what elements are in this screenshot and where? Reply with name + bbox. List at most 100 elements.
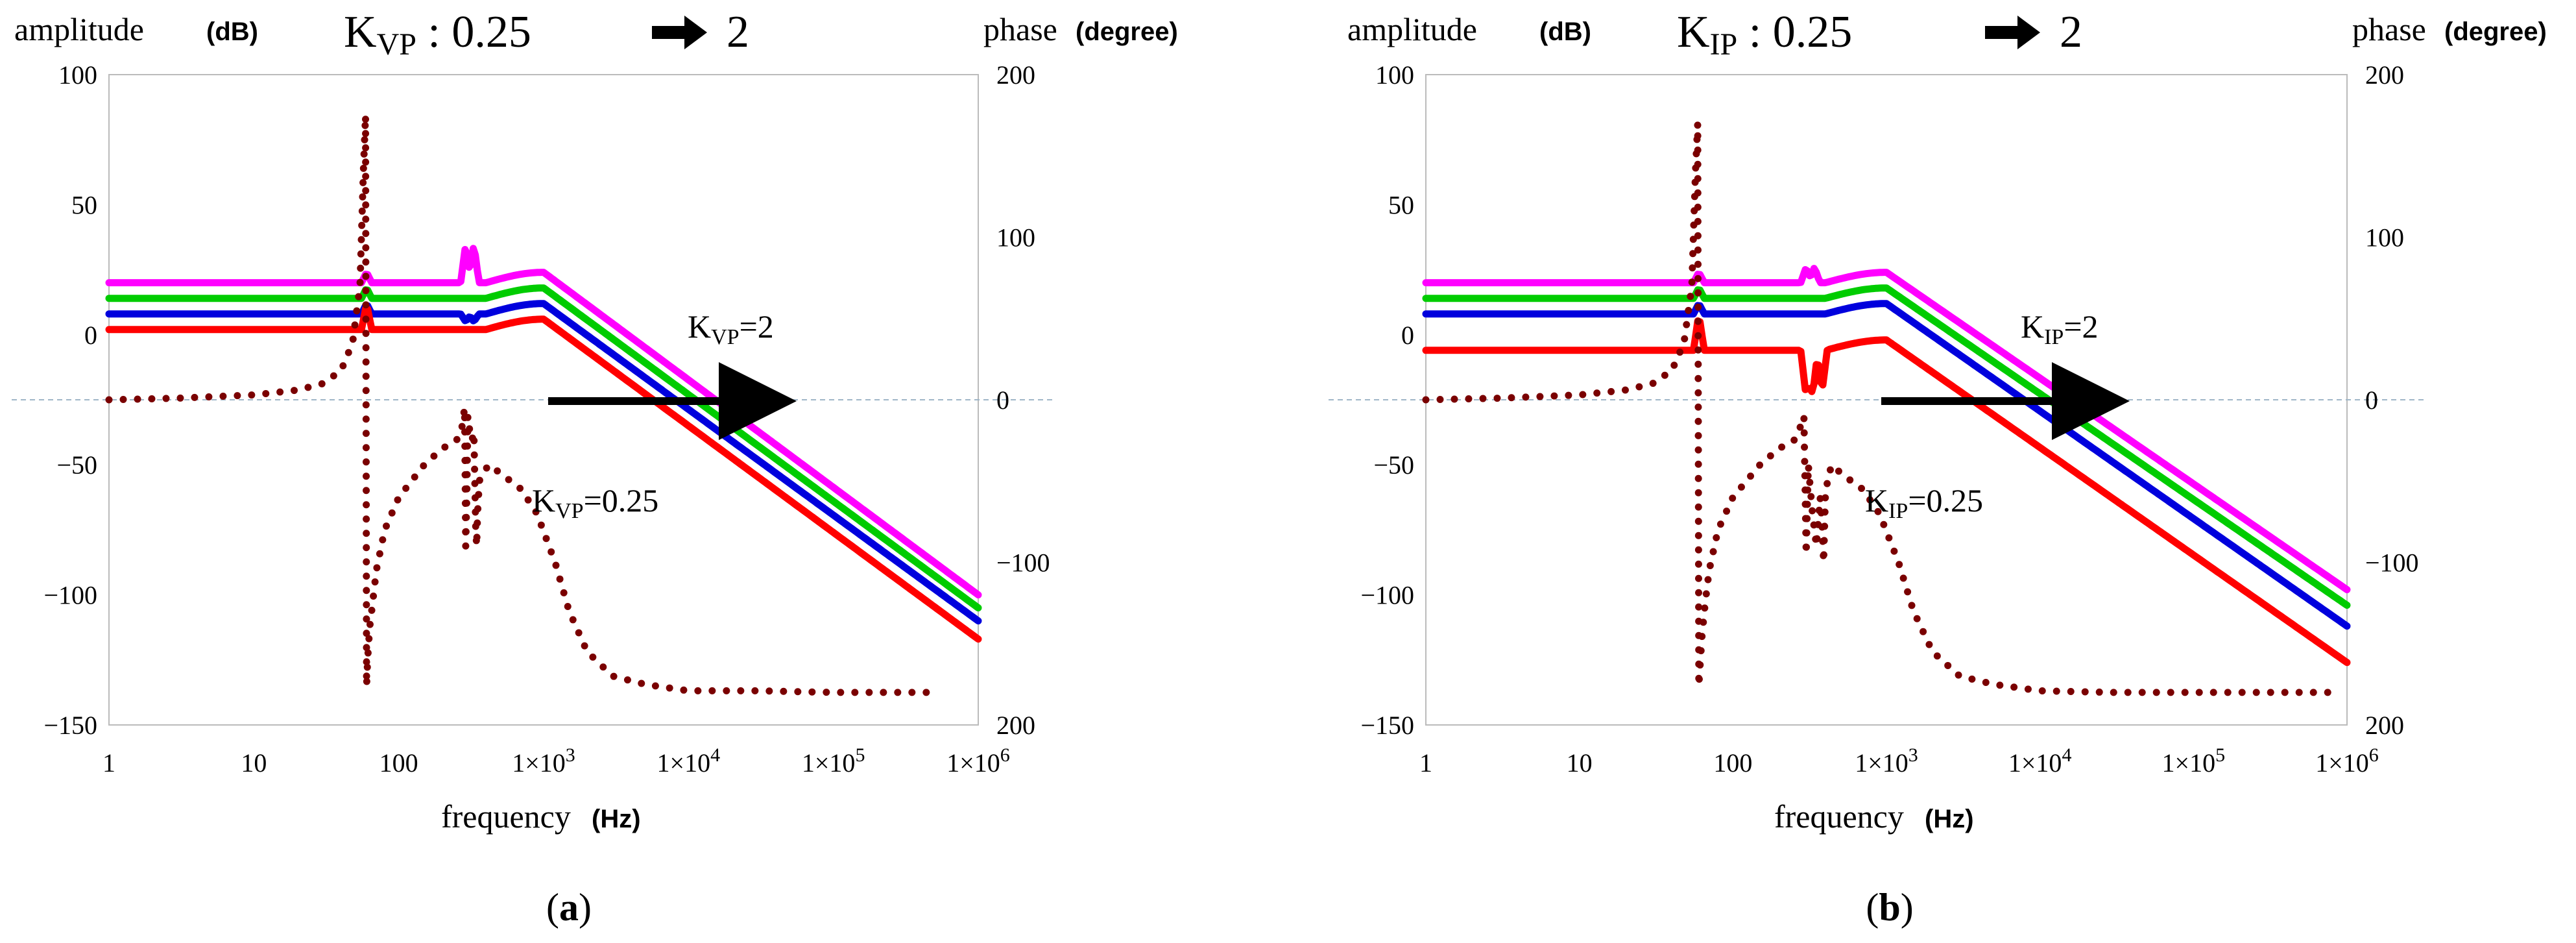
amplitude-unit-label: (dB) (206, 18, 258, 46)
title-subscript: VP (377, 27, 416, 62)
frequency-tick-label: 1×104 (657, 744, 721, 778)
frequency-tick-label: 1 (102, 748, 115, 778)
annotation-subscript: IP (1888, 499, 1908, 523)
amplitude-series-line (105, 245, 982, 599)
amplitude-tick-label: 50 (1388, 190, 1414, 219)
amplitude-tick-label: 100 (58, 60, 97, 90)
annotation-symbol: K (532, 482, 555, 519)
panel-caption: (a) (546, 886, 592, 929)
caption-paren: ( (546, 886, 559, 929)
amplitude-series-line (105, 304, 982, 643)
amplitude-tick-label: −150 (1360, 711, 1414, 740)
frequency-axis-label: frequency (1774, 798, 1904, 835)
chart-panel-a: 100 50 0 −50 −100 −150 200 100 0 −100 200 1 10 100 1×1… (12, 7, 1178, 929)
frequency-tick-label: 1×103 (512, 744, 575, 778)
amplitude-axis-label: amplitude (14, 11, 144, 47)
annotation-low-gain: KIP=0.25 (1865, 482, 1983, 523)
title-range-end: 2 (2060, 7, 2082, 57)
frequency-tick-exponent: 4 (710, 744, 720, 766)
annotation-value: =2 (740, 308, 774, 345)
annotation-value: =2 (2064, 308, 2098, 345)
title-arrow-icon (1985, 16, 2040, 49)
frequency-tick-label: 1×106 (2315, 744, 2379, 778)
frequency-tick-label: 1×105 (2162, 744, 2226, 778)
phase-series-line (105, 112, 939, 696)
phase-tick-label: 200 (2365, 60, 2404, 90)
frequency-tick-label: 1×105 (802, 744, 865, 778)
amplitude-series-line (1422, 265, 2351, 594)
annotation-low-gain: KVP=0.25 (532, 482, 658, 523)
chart-title: KVP : 0.25 (344, 7, 531, 62)
frequency-tick-exponent: 3 (1908, 744, 1918, 766)
annotation-symbol: K (688, 308, 711, 345)
caption-letter: a (559, 886, 579, 929)
caption-paren: ( (1866, 886, 1879, 929)
phase-tick-label: 200 (996, 711, 1035, 740)
title-range-end: 2 (727, 7, 749, 57)
frequency-tick-label: 1 (1419, 748, 1432, 778)
title-subscript: IP (1710, 27, 1738, 62)
frequency-tick-exponent: 6 (1000, 744, 1010, 766)
phase-axis-label: phase (983, 11, 1057, 47)
annotation-value: =0.25 (584, 482, 659, 519)
title-arrow-icon (652, 16, 707, 49)
amplitude-series-line (1422, 284, 2351, 609)
phase-tick-label: −100 (2365, 548, 2419, 578)
amplitude-tick-label: 50 (71, 190, 97, 219)
annotation-symbol: K (1865, 482, 1888, 519)
amplitude-tick-label: −50 (56, 450, 97, 480)
amplitude-tick-label: 0 (84, 321, 97, 350)
frequency-tick-exponent: 5 (2215, 744, 2225, 766)
frequency-tick-label: 10 (241, 748, 267, 778)
frequency-tick-exponent: 6 (2369, 744, 2379, 766)
amplitude-tick-label: −50 (1373, 450, 1414, 480)
annotation-subscript: IP (2044, 325, 2064, 349)
phase-tick-label: 200 (2365, 711, 2404, 740)
title-symbol: K (344, 7, 377, 57)
frequency-axis-label: frequency (441, 798, 571, 835)
frequency-tick-label: 1×106 (946, 744, 1010, 778)
phase-series-line (1422, 119, 2344, 696)
amplitude-tick-label: −150 (43, 711, 97, 740)
frequency-tick-label: 100 (379, 748, 418, 778)
phase-axis-label: phase (2352, 11, 2426, 47)
amplitude-tick-label: 0 (1401, 321, 1414, 350)
amplitude-tick-label: −100 (1360, 581, 1414, 610)
phase-unit-label: (degree) (2444, 18, 2547, 46)
amplitude-tick-label: −100 (43, 581, 97, 610)
phase-unit-label: (degree) (1076, 18, 1178, 46)
annotation-subscript: VP (711, 325, 739, 349)
frequency-tick-label: 1×103 (1855, 744, 1918, 778)
amplitude-tick-label: 100 (1375, 60, 1414, 90)
frequency-tick-exponent: 3 (566, 744, 575, 766)
panel-caption: (b) (1866, 886, 1913, 929)
title-symbol: K (1677, 7, 1710, 57)
frequency-tick-exponent: 5 (855, 744, 865, 766)
frequency-tick-exponent: 4 (2062, 744, 2071, 766)
amplitude-series-line (105, 300, 982, 625)
frequency-tick-label: 1×104 (2008, 744, 2072, 778)
phase-tick-label: 200 (996, 60, 1035, 90)
frequency-tick-label: 10 (1567, 748, 1593, 778)
amplitude-series-line (1422, 300, 2351, 630)
amplitude-series-line (105, 284, 982, 612)
annotation-high-gain: KIP=2 (2021, 308, 2099, 349)
title-range-start: : 0.25 (1737, 7, 1852, 57)
frequency-unit-label: (Hz) (592, 805, 641, 833)
title-range-start: : 0.25 (416, 7, 531, 57)
caption-paren: ) (579, 886, 592, 929)
caption-letter: b (1879, 886, 1900, 929)
chart-panel-b: 100 50 0 −50 −100 −150 200 100 0 −100 200 1 10 100 1×1… (1329, 7, 2547, 929)
annotation-subscript: VP (555, 499, 583, 523)
annotation-high-gain: KVP=2 (688, 308, 774, 349)
chart-title: KIP : 0.25 (1677, 7, 1852, 62)
phase-tick-label: 100 (996, 223, 1035, 252)
amplitude-axis-label: amplitude (1347, 11, 1477, 47)
annotation-symbol: K (2021, 308, 2044, 345)
frequency-tick-label: 100 (1713, 748, 1752, 778)
amplitude-unit-label: (dB) (1539, 18, 1591, 46)
phase-tick-label: 100 (2365, 223, 2404, 252)
amplitude-series-line (1422, 317, 2351, 667)
phase-tick-label: −100 (996, 548, 1050, 578)
